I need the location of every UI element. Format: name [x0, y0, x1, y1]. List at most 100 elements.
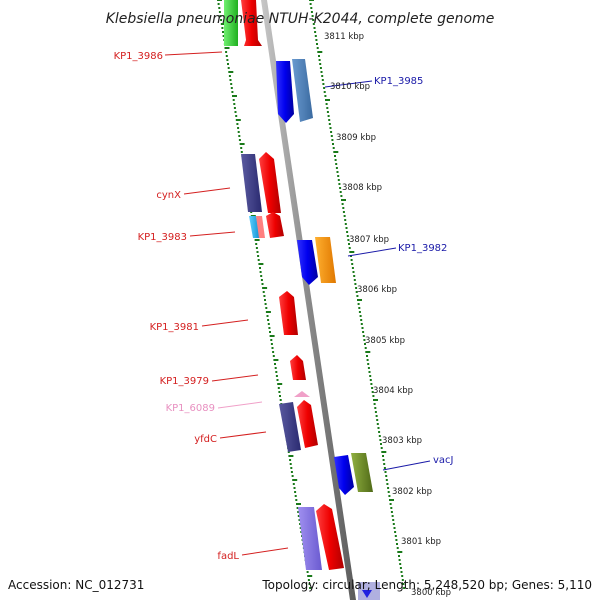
tick-mark: [364, 347, 367, 349]
gene-label-kp1-6089[interactable]: KP1_6089: [166, 403, 215, 414]
gene-label-kp1-3979[interactable]: KP1_3979: [160, 376, 209, 387]
tick-mark: [340, 195, 343, 197]
tick-mark: [362, 331, 365, 333]
tick-mark: [326, 107, 329, 109]
tick-mark: [395, 539, 398, 541]
tick-mark: [335, 163, 338, 165]
tick-mark: [227, 67, 230, 69]
tick-mark: [344, 219, 347, 221]
tick-mark: [289, 463, 292, 465]
tick-mark: [277, 387, 280, 389]
tick-mark: [391, 515, 394, 517]
tick-mark: [387, 487, 390, 489]
tick-mark: [237, 131, 240, 133]
tick-mark: [329, 127, 332, 129]
gene-navy-cynx: [241, 154, 262, 212]
gene-label-vacj[interactable]: vacJ: [433, 455, 454, 466]
tick-mark: [367, 367, 370, 369]
tick-mark: [217, 0, 222, 1]
tick-mark: [364, 343, 366, 345]
tick-mark: [233, 103, 236, 105]
gene-label-fadl[interactable]: fadL: [217, 551, 239, 562]
tick-mark: [294, 495, 297, 497]
tick-mark: [387, 491, 390, 493]
tick-mark: [271, 347, 274, 349]
tick-mark: [346, 235, 349, 237]
tick-mark: [267, 319, 270, 321]
tick-mark: [338, 183, 341, 185]
tick-mark: [264, 303, 267, 305]
gene-label-kp1-3985[interactable]: KP1_3985: [374, 76, 423, 87]
tick-mark: [325, 103, 328, 105]
tick-mark: [273, 359, 279, 361]
tick-mark: [393, 527, 396, 529]
tick-mark: [267, 323, 270, 325]
gene-label-yfdc[interactable]: yfdC: [194, 434, 217, 445]
tick-mark: [346, 231, 349, 233]
tick-mark: [386, 483, 389, 485]
tick-mark: [230, 87, 233, 89]
tick-mark: [258, 263, 264, 265]
tick-mark: [275, 371, 278, 373]
tick-mark: [276, 379, 279, 381]
tick-mark: [357, 299, 362, 301]
tick-mark: [365, 351, 371, 353]
gene-label-kp1-3982[interactable]: KP1_3982: [398, 243, 447, 254]
tick-mark: [312, 19, 315, 21]
tick-mark: [288, 455, 294, 457]
tick-mark: [306, 571, 309, 573]
tick-mark: [307, 579, 310, 581]
tick-mark: [324, 95, 327, 97]
tick-mark: [366, 359, 369, 361]
tick-mark: [396, 543, 398, 545]
tick-mark: [238, 135, 241, 137]
tick-mark: [236, 123, 239, 125]
kbp-label: 3808 kbp: [342, 183, 382, 193]
gene-label-kp1-3983[interactable]: KP1_3983: [138, 232, 187, 243]
tick-mark: [397, 551, 403, 553]
gene-label-kp1-3986[interactable]: KP1_3986: [114, 51, 163, 62]
tick-mark: [320, 71, 323, 73]
tick-mark: [323, 87, 326, 89]
tick-mark: [377, 427, 380, 429]
tick-mark: [382, 459, 385, 461]
tick-mark: [228, 75, 231, 77]
tick-mark: [355, 291, 358, 293]
tick-mark: [254, 239, 260, 241]
gene-label-cynx[interactable]: cynX: [156, 190, 181, 201]
tick-mark: [291, 475, 294, 477]
tick-mark: [319, 63, 322, 65]
tick-mark: [262, 291, 265, 293]
gene-orange-3982: [315, 237, 336, 283]
tick-mark: [311, 15, 314, 17]
tick-mark: [264, 299, 266, 301]
tick-mark: [294, 491, 297, 493]
tick-mark: [239, 143, 245, 145]
tick-mark: [378, 431, 381, 433]
tick-mark: [378, 435, 381, 437]
tick-mark: [266, 315, 269, 317]
tick-mark: [265, 307, 268, 309]
tick-mark: [316, 47, 319, 49]
tick-mark: [348, 243, 350, 245]
tick-mark: [319, 67, 322, 69]
tick-mark: [341, 203, 344, 205]
tick-mark: [228, 71, 234, 73]
tick-mark: [315, 39, 318, 41]
tick-mark: [375, 415, 378, 417]
tick-mark: [335, 167, 338, 169]
tick-mark: [313, 27, 316, 29]
tick-mark: [261, 283, 264, 285]
gene-label-kp1-3981[interactable]: KP1_3981: [150, 322, 199, 333]
tick-mark: [259, 267, 261, 269]
gene-cyan-3983: [249, 216, 260, 238]
gene-yfdc: [297, 400, 318, 448]
tick-mark: [348, 247, 351, 249]
tick-mark: [332, 147, 335, 149]
gene-fadl: [316, 504, 344, 570]
tick-mark: [240, 151, 243, 153]
tick-mark: [289, 459, 292, 461]
gene-steel-3985: [292, 59, 313, 122]
tick-mark: [350, 259, 353, 261]
tick-mark: [374, 407, 377, 409]
